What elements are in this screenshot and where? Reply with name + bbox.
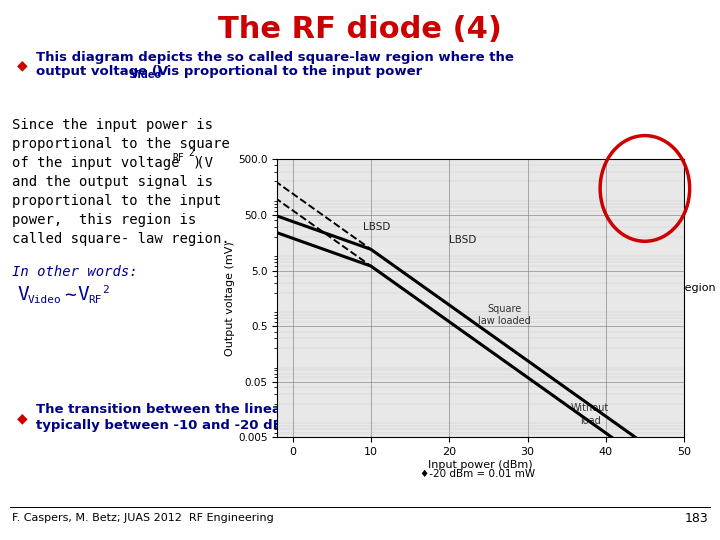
Text: Video: Video bbox=[28, 295, 62, 305]
Text: power,  this region is: power, this region is bbox=[12, 213, 197, 227]
Text: ♦Linear Region: ♦Linear Region bbox=[629, 283, 716, 293]
Text: Square
law loaded: Square law loaded bbox=[477, 303, 531, 326]
Text: ♦-20 dBm = 0.01 mW: ♦-20 dBm = 0.01 mW bbox=[420, 469, 535, 478]
Text: of the input voltage  (V: of the input voltage (V bbox=[12, 156, 213, 170]
X-axis label: Input power (dBm): Input power (dBm) bbox=[428, 460, 533, 470]
Text: V: V bbox=[77, 286, 89, 305]
Text: ◆: ◆ bbox=[17, 58, 27, 72]
Text: and the output signal is: and the output signal is bbox=[12, 175, 213, 189]
Text: ) is proportional to the input power: ) is proportional to the input power bbox=[156, 65, 422, 78]
Text: 183: 183 bbox=[684, 511, 708, 524]
Text: RF: RF bbox=[172, 153, 184, 163]
Text: The transition between the linear region and the square-law region is: The transition between the linear region… bbox=[36, 403, 560, 416]
Text: RF: RF bbox=[88, 295, 102, 305]
Text: ◆: ◆ bbox=[17, 411, 27, 425]
Text: In other words:: In other words: bbox=[12, 265, 138, 279]
Text: ): ) bbox=[193, 156, 202, 170]
Text: V: V bbox=[17, 286, 29, 305]
Text: Without
load: Without load bbox=[571, 403, 609, 426]
Text: 2: 2 bbox=[102, 285, 109, 295]
Text: This diagram depicts the so called square-law region where the: This diagram depicts the so called squar… bbox=[36, 51, 514, 64]
Y-axis label: Output voltage (mV): Output voltage (mV) bbox=[225, 241, 235, 356]
Text: called square- law region.: called square- law region. bbox=[12, 232, 230, 246]
Text: The RF diode (4): The RF diode (4) bbox=[218, 16, 502, 44]
Text: ~: ~ bbox=[64, 286, 76, 305]
Text: F. Caspers, M. Betz; JUAS 2012  RF Engineering: F. Caspers, M. Betz; JUAS 2012 RF Engine… bbox=[12, 513, 274, 523]
Text: LBSD: LBSD bbox=[449, 234, 477, 245]
Text: Since the input power is: Since the input power is bbox=[12, 118, 213, 132]
Text: Video: Video bbox=[131, 70, 162, 80]
Text: LBSD: LBSD bbox=[364, 222, 391, 232]
Text: 2: 2 bbox=[188, 148, 194, 158]
Text: output voltage (V: output voltage (V bbox=[36, 65, 168, 78]
Text: typically between -10 and -20 dBm RF power (see diagram): typically between -10 and -20 dBm RF pow… bbox=[36, 420, 481, 433]
Text: proportional to the input: proportional to the input bbox=[12, 194, 221, 208]
Text: proportional to the square: proportional to the square bbox=[12, 137, 230, 151]
